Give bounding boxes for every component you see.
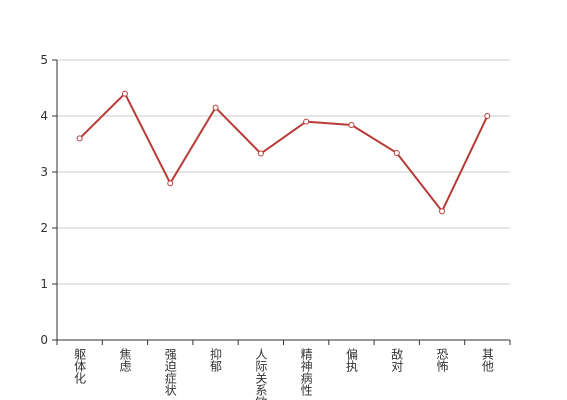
x-tick-label: 抑郁 xyxy=(209,347,223,373)
x-tick-label: 躯体化 xyxy=(73,347,87,385)
point xyxy=(439,208,446,215)
point xyxy=(76,135,83,142)
point xyxy=(348,121,355,128)
point xyxy=(303,118,310,125)
point xyxy=(121,90,128,97)
y-tick-label: 0 xyxy=(40,333,48,347)
line xyxy=(78,91,489,214)
point xyxy=(167,180,174,187)
y-tick-label: 5 xyxy=(40,53,48,67)
point xyxy=(212,104,219,111)
x-tick-label: 恐怖 xyxy=(435,348,449,372)
x-tick-label: 强迫症状 xyxy=(163,348,177,396)
x-tick-label: 人际关系敏感 xyxy=(254,348,268,400)
point xyxy=(484,113,491,119)
point xyxy=(393,149,400,156)
y-tick-label: 1 xyxy=(40,277,48,291)
x-tick-label: 焦虑 xyxy=(118,348,132,372)
x-tick-label: 敌对 xyxy=(390,347,404,372)
y-tick-label: 4 xyxy=(40,109,48,123)
y-tick-label: 3 xyxy=(40,165,48,179)
x-tick-label: 精神病性 xyxy=(299,348,313,397)
y-tick-label: 2 xyxy=(40,221,48,235)
point xyxy=(257,150,264,157)
x-tick-label: 偏执 xyxy=(344,347,358,373)
x-tick-label: 其他 xyxy=(480,348,494,372)
